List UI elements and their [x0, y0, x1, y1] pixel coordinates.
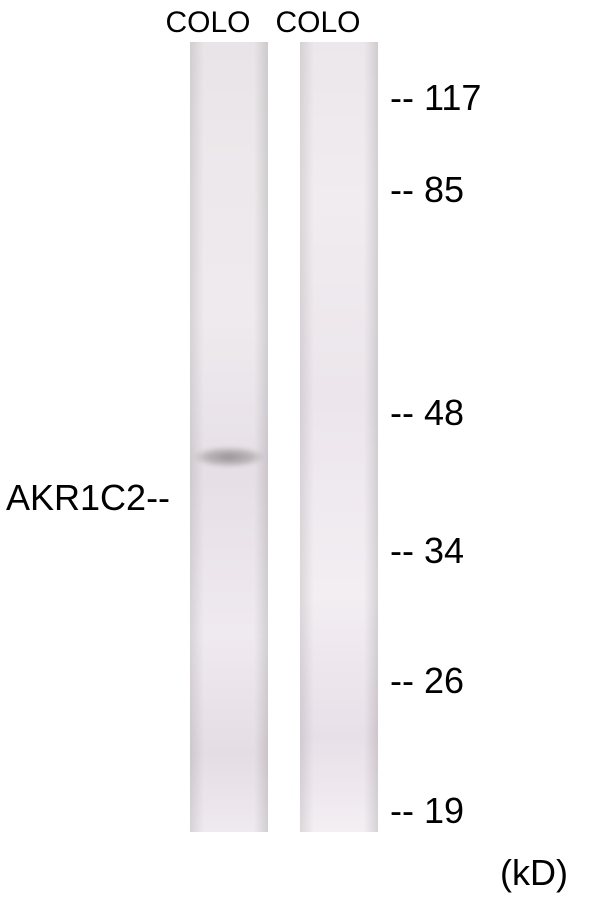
blot-lane-1 [190, 42, 268, 832]
mw-marker-34: -- 34 [390, 530, 464, 572]
mw-marker-26: -- 26 [390, 660, 464, 702]
western-blot-figure: COLO COLO [0, 0, 601, 902]
mw-marker-117: -- 117 [390, 77, 481, 119]
blot-lane-2 [300, 42, 378, 832]
mw-marker-85: -- 85 [390, 169, 464, 211]
mw-marker-48: -- 48 [390, 392, 464, 434]
mw-marker-19: -- 19 [390, 790, 464, 832]
lane-2-label: COLO [268, 6, 368, 40]
unit-label: (kD) [500, 852, 568, 894]
lane-1-label: COLO [158, 6, 258, 40]
protein-label: AKR1C2-- [6, 477, 170, 519]
